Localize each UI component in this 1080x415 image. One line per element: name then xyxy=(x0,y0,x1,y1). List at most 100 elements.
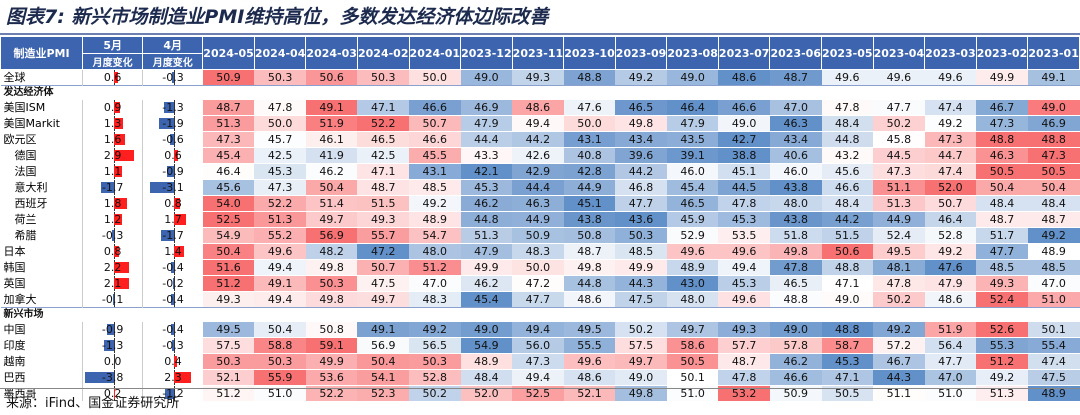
delta-cell: -1.3 xyxy=(142,99,203,116)
pmi-value-cell: 47.1 xyxy=(357,99,410,116)
delta-value: 2.3 xyxy=(164,371,182,384)
pmi-value-cell: 46.6 xyxy=(718,99,770,116)
pmi-value-cell: 46.6 xyxy=(409,99,461,116)
pmi-value-cell: 42.8 xyxy=(563,163,616,180)
delta-cell: 1.3 xyxy=(82,115,143,132)
row-label: 德国 xyxy=(0,147,83,164)
pmi-value-cell: 57.2 xyxy=(873,337,925,354)
pmi-value-cell: 44.2 xyxy=(512,131,564,148)
positive-delta-bar xyxy=(174,198,180,209)
pmi-value-cell: 47.9 xyxy=(460,243,513,260)
delta-value: 0.4 xyxy=(164,355,182,368)
pmi-value-cell: 49.0 xyxy=(718,115,770,132)
pmi-value-cell: 55.4 xyxy=(1027,337,1080,354)
pmi-value-cell: 50.8 xyxy=(563,227,616,244)
delta-axis xyxy=(113,228,115,243)
pmi-value-cell: 49.6 xyxy=(718,243,770,260)
pmi-value-cell: 46.6 xyxy=(821,179,874,196)
pmi-value-cell: 49.2 xyxy=(1027,227,1080,244)
pmi-value-cell: 52.9 xyxy=(666,227,719,244)
pmi-value-cell: 49.2 xyxy=(615,69,667,86)
pmi-value-cell: 47.9 xyxy=(924,275,977,292)
pmi-value-cell: 49.5 xyxy=(873,243,925,260)
pmi-value-cell: 45.5 xyxy=(409,147,461,164)
header-month: 2023-01 xyxy=(1027,36,1080,70)
pmi-value-cell: 48.7 xyxy=(976,211,1028,228)
pmi-value-cell: 48.9 xyxy=(1027,385,1080,401)
pmi-value-cell: 42.5 xyxy=(357,147,410,164)
delta-value: 2.1 xyxy=(103,277,122,290)
row-label: 欧元区 xyxy=(0,131,83,148)
pmi-value-cell: 44.4 xyxy=(512,179,564,196)
pmi-value-cell: 47.1 xyxy=(357,163,410,180)
pmi-value-cell: 53.5 xyxy=(718,227,770,244)
pmi-value-cell: 47.8 xyxy=(254,99,306,116)
delta-cell: -0.4 xyxy=(142,259,203,276)
header-corner: 制造业PMI xyxy=(0,36,84,70)
header-month: 2023-05 xyxy=(821,36,874,70)
pmi-value-cell: 50.2 xyxy=(409,385,461,401)
pmi-value-cell: 47.9 xyxy=(666,115,719,132)
delta-value: 1.3 xyxy=(103,117,122,130)
positive-delta-bar xyxy=(113,134,126,145)
delta-value: 1.8 xyxy=(103,197,122,210)
pmi-value-cell: 51.8 xyxy=(769,227,822,244)
pmi-value-cell: 48.8 xyxy=(1027,131,1080,148)
pmi-value-cell: 50.7 xyxy=(409,115,461,132)
delta-value: -1.3 xyxy=(162,101,184,114)
pmi-value-cell: 49.3 xyxy=(202,291,255,308)
pmi-value-cell: 45.7 xyxy=(254,131,306,148)
pmi-value-cell: 46.7 xyxy=(976,99,1028,116)
pmi-value-cell: 49.0 xyxy=(460,321,513,338)
delta-cell: -0.1 xyxy=(82,291,143,308)
pmi-value-cell: 56.9 xyxy=(305,227,358,244)
pmi-value-cell: 49.6 xyxy=(821,69,874,86)
pmi-value-cell: 44.5 xyxy=(718,179,770,196)
pmi-value-cell: 43.5 xyxy=(666,131,719,148)
row-label: 全球 xyxy=(0,69,83,86)
header-month: 2024-03 xyxy=(305,36,358,70)
header-month: 2023-03 xyxy=(924,36,977,70)
positive-delta-bar xyxy=(174,246,185,257)
pmi-value-cell: 55.3 xyxy=(976,337,1028,354)
delta-value: -0.3 xyxy=(162,71,184,84)
header-month: 2023-12 xyxy=(460,36,513,70)
pmi-value-cell: 47.4 xyxy=(1027,353,1080,370)
pmi-value-cell: 51.0 xyxy=(1027,291,1080,308)
pmi-value-cell: 56.0 xyxy=(512,337,564,354)
positive-delta-bar xyxy=(113,278,129,289)
header-month: 2024-04 xyxy=(253,36,307,70)
delta-cell: 0.0 xyxy=(82,353,143,370)
pmi-value-cell: 50.4 xyxy=(1027,179,1080,196)
delta-axis xyxy=(174,164,176,179)
pmi-value-cell: 50.2 xyxy=(615,321,667,338)
table-row: 西班牙 1.8 0.8 54.0 52.2 51.4 51.5 49.2 46.2 46.3 45.… xyxy=(0,195,1080,212)
pmi-value-cell: 53.2 xyxy=(718,385,770,401)
pmi-value-cell: 49.0 xyxy=(769,321,822,338)
pmi-value-cell: 49.0 xyxy=(1027,99,1080,116)
title-divider xyxy=(0,33,1080,35)
pmi-value-cell: 50.2 xyxy=(873,291,925,308)
row-label: 英国 xyxy=(0,275,83,292)
table-row: 欧元区 1.6 -0.6 47.3 45.7 46.1 46.5 46.6 44.4 44.2 43… xyxy=(0,131,1080,148)
delta-cell: 0.4 xyxy=(142,353,203,370)
pmi-value-cell: 49.4 xyxy=(512,321,564,338)
row-label: 美国ISM xyxy=(0,99,83,116)
pmi-value-cell: 46.5 xyxy=(666,195,719,212)
delta-value: 1.1 xyxy=(103,165,122,178)
pmi-value-cell: 47.2 xyxy=(357,243,410,260)
delta-value: 2.2 xyxy=(103,261,122,274)
pmi-value-cell: 50.7 xyxy=(357,259,410,276)
pmi-value-cell: 45.8 xyxy=(873,131,925,148)
pmi-value-cell: 49.2 xyxy=(924,243,977,260)
delta-value: 1.6 xyxy=(103,133,122,146)
pmi-value-cell: 39.6 xyxy=(615,147,667,164)
pmi-value-cell: 44.2 xyxy=(615,163,667,180)
pmi-value-cell: 43.1 xyxy=(563,131,616,148)
pmi-value-cell: 46.6 xyxy=(409,131,461,148)
negative-delta-bar xyxy=(171,294,175,305)
pmi-value-cell: 43.4 xyxy=(769,131,822,148)
pmi-value-cell: 47.3 xyxy=(1027,147,1080,164)
pmi-value-cell: 50.4 xyxy=(357,353,410,370)
row-label: 意大利 xyxy=(0,179,83,196)
